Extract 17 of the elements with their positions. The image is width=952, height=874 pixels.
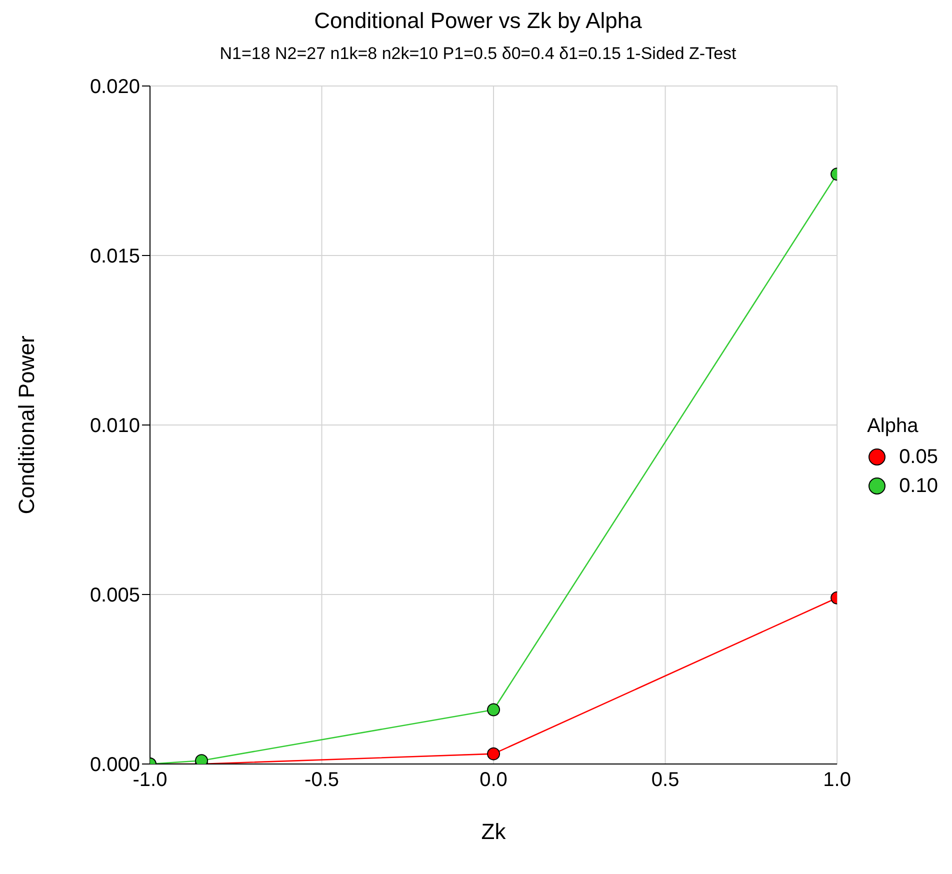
chart-subtitle: N1=18 N2=27 n1k=8 n2k=10 P1=0.5 δ0=0.4 δ1=0.15 1-Sided Z-Test (218, 44, 738, 64)
x-tick-label: 0.0 (480, 769, 508, 792)
y-tick-label: 0.000 (90, 754, 140, 776)
legend-label: 0.05 (899, 446, 938, 468)
y-tick-label: 0.015 (90, 246, 140, 268)
point (487, 703, 500, 716)
y-tick-label: 0.010 (90, 415, 140, 438)
x-tick-label: 1.0 (823, 769, 851, 792)
y-tick-label: 0.020 (90, 76, 140, 98)
x-tick-label: 0.5 (651, 769, 680, 792)
x-tick-label: -0.5 (304, 769, 339, 792)
x-axis-title: Zk (481, 819, 507, 844)
legend-title: Alpha (867, 414, 920, 438)
chart-title: Conditional Power vs Zk by Alpha (313, 8, 643, 34)
y-tick-label: 0.005 (90, 584, 140, 607)
y-axis-title: Conditional Power (14, 336, 39, 514)
legend-label: 0.10 (899, 474, 938, 498)
